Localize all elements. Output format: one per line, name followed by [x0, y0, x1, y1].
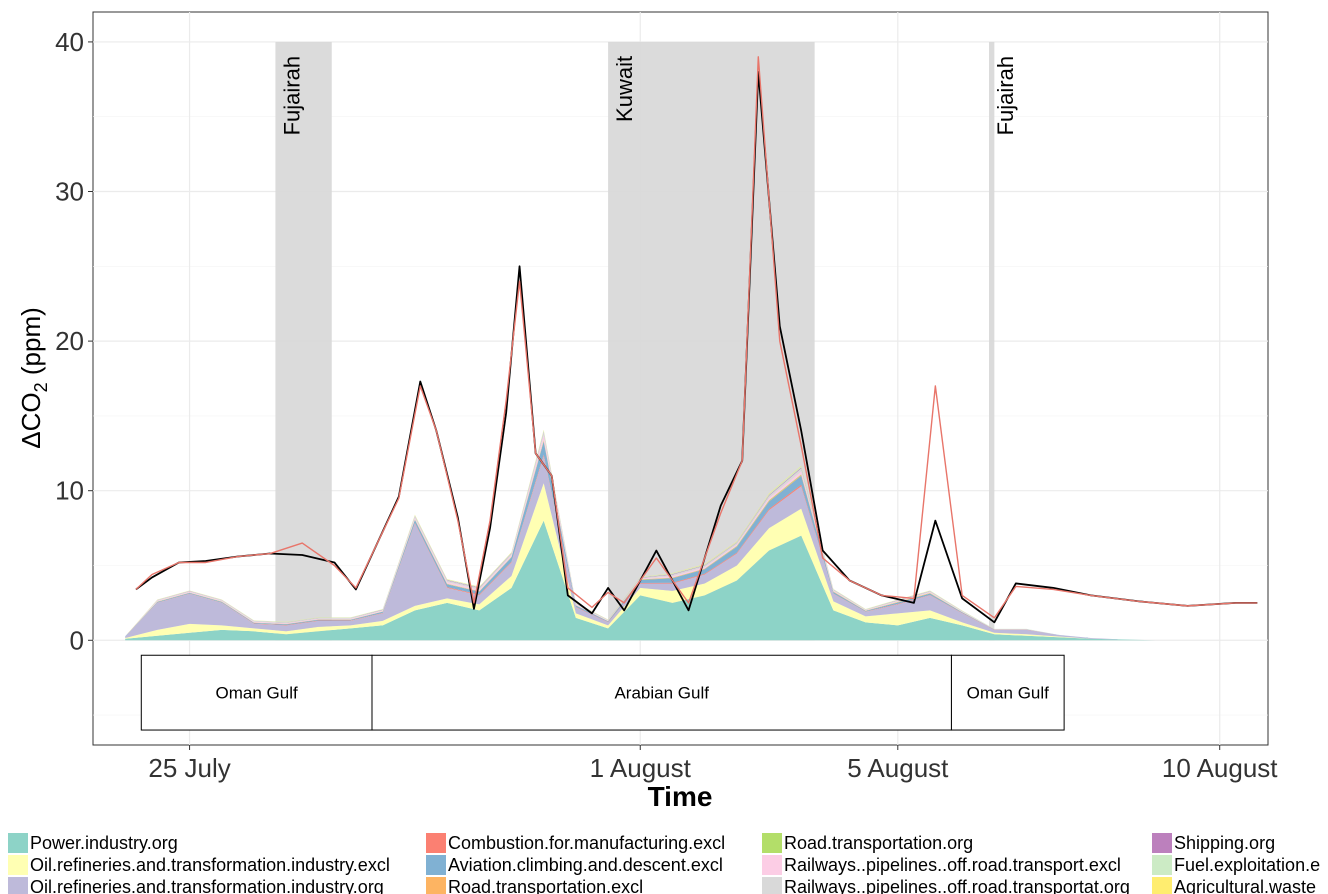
legend-label: Shipping.org	[1174, 833, 1276, 853]
legend-swatch	[426, 833, 446, 853]
y-tick-label: 10	[55, 476, 84, 506]
series-lines	[135, 56, 1258, 624]
route-segment	[140, 654, 373, 731]
legend-swatch	[8, 877, 28, 894]
x-tick-label: 10 August	[1162, 753, 1278, 783]
region-band-label: Fujairah	[279, 56, 304, 135]
legend: Power.industry.org Oil.refineries.and.tra…	[0, 828, 1328, 894]
x-tick-label: 25 July	[148, 753, 230, 783]
legend-label: Fuel.exploitation.e	[1174, 855, 1321, 875]
region-band-label: Fujairah	[993, 56, 1018, 135]
legend-label: Oil.refineries.and.transformation.indust…	[30, 855, 390, 875]
route-segment-label: Arabian Gulf	[614, 684, 709, 703]
model-line	[135, 56, 1258, 619]
legend-swatch	[8, 855, 28, 875]
y-tick-label: 0	[70, 625, 84, 655]
y-axis: 0 10 20 30 40	[55, 27, 93, 655]
legend-label: Oil.refineries.and.transformation.indust…	[30, 877, 384, 894]
route-segment	[371, 654, 952, 731]
x-axis-title: Time	[648, 781, 713, 812]
route-segment-label: Oman Gulf	[967, 684, 1049, 703]
legend-swatch	[762, 855, 782, 875]
x-tick-label: 1 August	[590, 753, 692, 783]
legend-swatch	[1152, 855, 1172, 875]
legend-swatch	[426, 877, 446, 894]
legend-label: Road.transportation.excl	[448, 877, 644, 894]
y-tick-label: 30	[55, 177, 84, 207]
legend-label: Railways..pipelines..off.road.transporta…	[784, 877, 1130, 894]
legend-swatch	[1152, 877, 1172, 894]
route-segment	[950, 654, 1065, 731]
legend-label: Power.industry.org	[30, 833, 178, 853]
region-band	[989, 41, 995, 641]
y-axis-title: ΔCO2 (ppm)	[16, 307, 51, 449]
legend-label: Aviation.climbing.and.descent.excl	[448, 855, 723, 875]
stacked-areas	[125, 429, 1252, 641]
legend-swatch	[1152, 833, 1172, 853]
region-band	[275, 41, 332, 641]
legend-swatch	[762, 833, 782, 853]
route-segments: Oman Gulf Arabian Gulf Oman Gulf	[140, 654, 1065, 731]
y-tick-label: 20	[55, 326, 84, 356]
region-band-label: Kuwait	[612, 56, 637, 122]
stacked-area	[125, 456, 1252, 641]
stacked-area	[125, 520, 1252, 641]
y-tick-label: 40	[55, 27, 84, 57]
legend-swatch	[762, 877, 782, 894]
legend-label: Combustion.for.manufacturing.excl	[448, 833, 726, 853]
x-tick-label: 5 August	[847, 753, 949, 783]
observed-line	[135, 70, 1258, 624]
chart: Fujairah Kuwait Fujairah Oman Gulf Arabian …	[16, 11, 1278, 812]
legend-swatch	[8, 833, 28, 853]
legend-label: Agricultural.waste	[1174, 877, 1317, 894]
route-segment-label: Oman Gulf	[216, 684, 298, 703]
legend-swatch	[426, 855, 446, 875]
legend-label: Road.transportation.org	[784, 833, 974, 853]
legend-label: Railways..pipelines..off.road.transport.…	[784, 855, 1121, 875]
x-axis: 25 July 1 August 5 August 10 August	[148, 745, 1278, 783]
